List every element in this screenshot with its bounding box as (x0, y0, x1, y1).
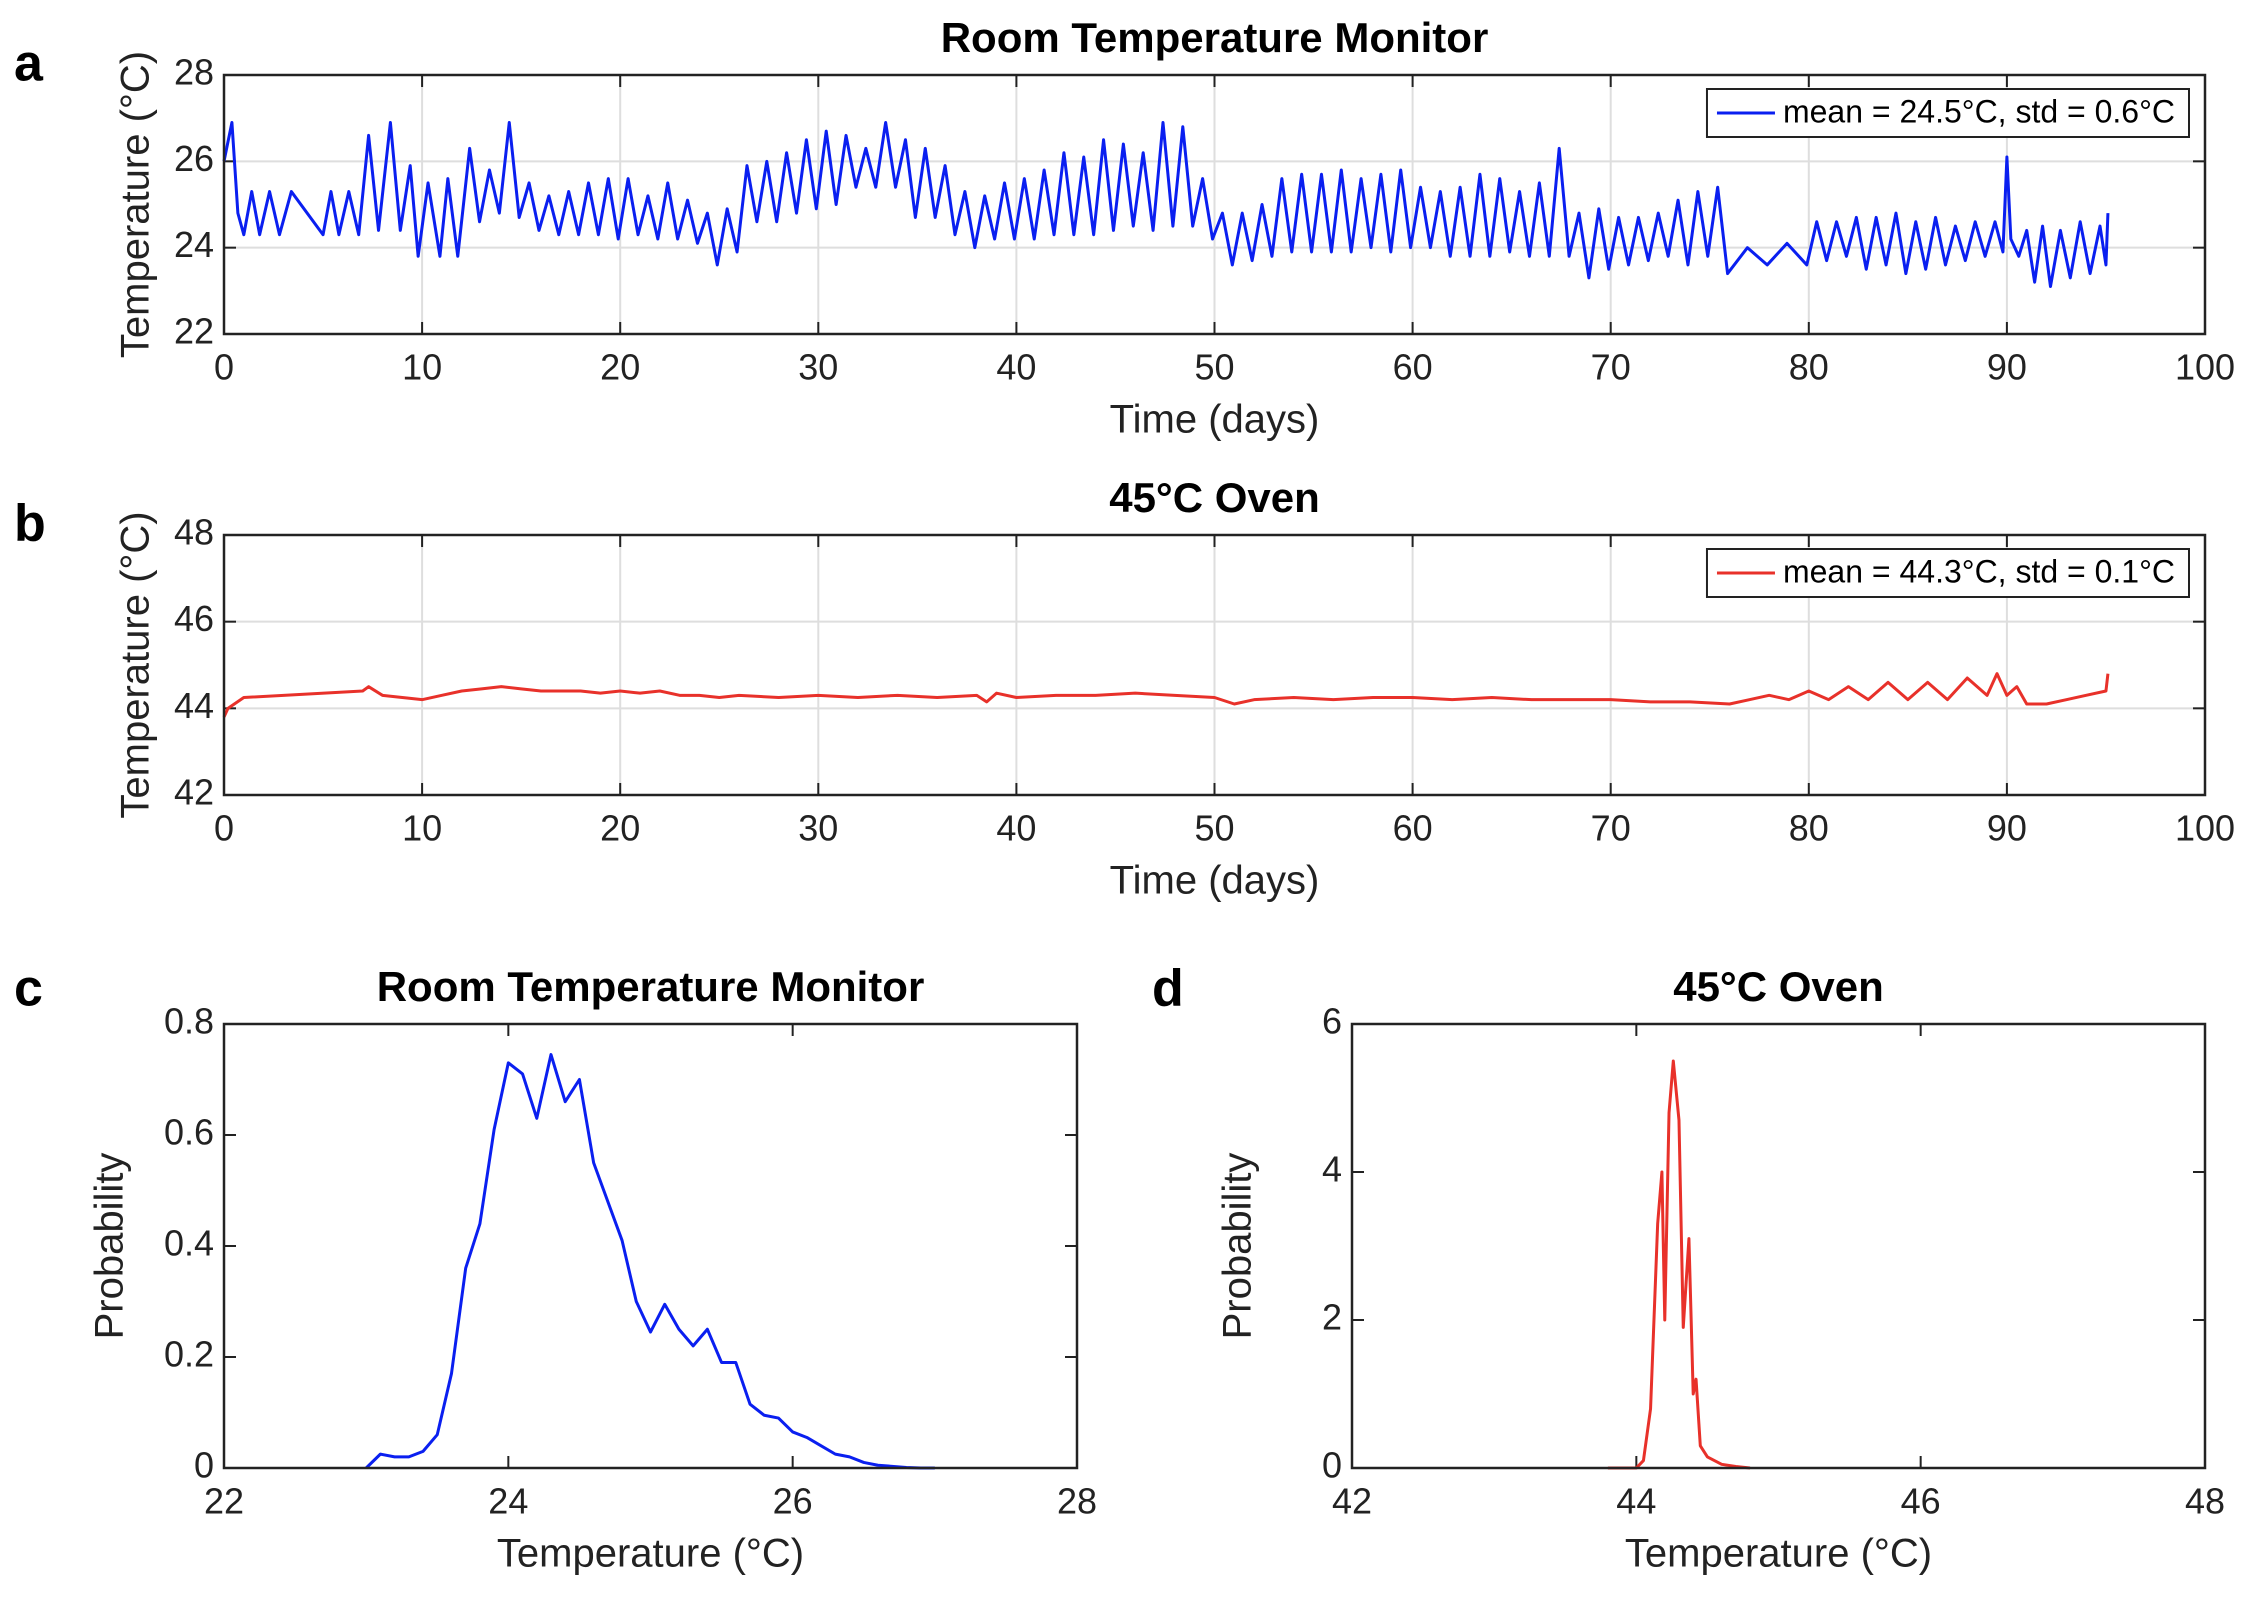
legend-box (1705, 88, 2190, 138)
y-axis-label: Temperature (°C) (114, 511, 158, 818)
y-tick-label: 46 (174, 598, 214, 639)
x-tick-label: 100 (2175, 347, 2235, 388)
legend: mean = 44.3°C, std = 0.1°C (1705, 548, 2190, 598)
x-tick-label: 10 (402, 347, 442, 388)
panel-label: d (1152, 960, 1184, 1018)
y-axis-label: Temperature (°C) (114, 51, 158, 358)
x-axis-label: Temperature (°C) (497, 1532, 804, 1576)
x-tick-label: 50 (1194, 808, 1234, 849)
x-tick-label: 48 (2185, 1481, 2225, 1522)
x-axis-label: Temperature (°C) (1625, 1532, 1932, 1576)
x-tick-label: 10 (402, 808, 442, 849)
y-tick-label: 0 (194, 1445, 214, 1486)
x-tick-label: 28 (1057, 1481, 1097, 1522)
y-tick-label: 6 (1322, 1001, 1342, 1042)
x-tick-label: 60 (1393, 347, 1433, 388)
panel-label: c (14, 960, 43, 1018)
y-tick-label: 24 (174, 224, 214, 265)
y-tick-label: 26 (174, 138, 214, 179)
x-tick-label: 40 (996, 347, 1036, 388)
chart-title: Room Temperature Monitor (377, 963, 925, 1010)
panel-label: b (14, 495, 46, 553)
plot-area (224, 1024, 1077, 1468)
y-tick-label: 0.4 (164, 1223, 214, 1264)
x-tick-label: 30 (798, 808, 838, 849)
x-tick-label: 70 (1591, 347, 1631, 388)
legend-label: mean = 44.3°C, std = 0.1°C (1783, 553, 2175, 589)
y-tick-label: 0.2 (164, 1334, 214, 1375)
y-axis-label: Probability (88, 1153, 132, 1340)
x-tick-label: 22 (204, 1481, 244, 1522)
x-axis-label: Time (days) (1110, 859, 1320, 903)
chart-title: 45°C Oven (1109, 474, 1320, 521)
axes-box (222, 73, 2207, 336)
x-axis-label: Time (days) (1110, 398, 1320, 442)
axes-box (222, 1022, 1079, 1470)
x-tick-label: 70 (1591, 808, 1631, 849)
x-tick-label: 44 (1616, 1481, 1656, 1522)
chart-title: Room Temperature Monitor (941, 14, 1489, 61)
y-tick-label: 2 (1322, 1297, 1342, 1338)
x-tick-label: 0 (214, 808, 234, 849)
y-tick-label: 0.8 (164, 1001, 214, 1042)
y-tick-label: 4 (1322, 1149, 1342, 1190)
y-tick-label: 48 (174, 512, 214, 553)
x-tick-label: 20 (600, 347, 640, 388)
x-tick-label: 80 (1789, 808, 1829, 849)
y-axis-label: Probability (1216, 1153, 1260, 1340)
data-line (222, 120, 2110, 289)
x-tick-label: 40 (996, 808, 1036, 849)
x-tick-label: 46 (1901, 1481, 1941, 1522)
x-tick-label: 90 (1987, 347, 2027, 388)
x-tick-label: 50 (1194, 347, 1234, 388)
data-line (365, 1053, 935, 1470)
y-tick-label: 0 (1322, 1445, 1342, 1486)
y-tick-label: 0.6 (164, 1112, 214, 1153)
panel-label: a (14, 35, 44, 93)
data-line (222, 672, 2110, 718)
x-tick-label: 24 (488, 1481, 528, 1522)
legend-box (1705, 548, 2190, 598)
legend-label: mean = 24.5°C, std = 0.6°C (1783, 93, 2175, 129)
chart-title: 45°C Oven (1673, 963, 1884, 1010)
x-tick-label: 100 (2175, 808, 2235, 849)
axes-box (1350, 1022, 2207, 1470)
plot-area (1352, 1024, 2205, 1468)
axes-box (222, 533, 2207, 797)
y-tick-label: 44 (174, 685, 214, 726)
x-tick-label: 60 (1393, 808, 1433, 849)
x-tick-label: 30 (798, 347, 838, 388)
x-tick-label: 0 (214, 347, 234, 388)
x-tick-label: 90 (1987, 808, 2027, 849)
legend: mean = 24.5°C, std = 0.6°C (1705, 88, 2190, 138)
y-tick-label: 28 (174, 52, 214, 93)
x-tick-label: 80 (1789, 347, 1829, 388)
x-tick-label: 42 (1332, 1481, 1372, 1522)
y-tick-label: 42 (174, 772, 214, 813)
y-tick-label: 22 (174, 311, 214, 352)
data-line (1607, 1059, 1751, 1470)
x-tick-label: 26 (773, 1481, 813, 1522)
x-tick-label: 20 (600, 808, 640, 849)
